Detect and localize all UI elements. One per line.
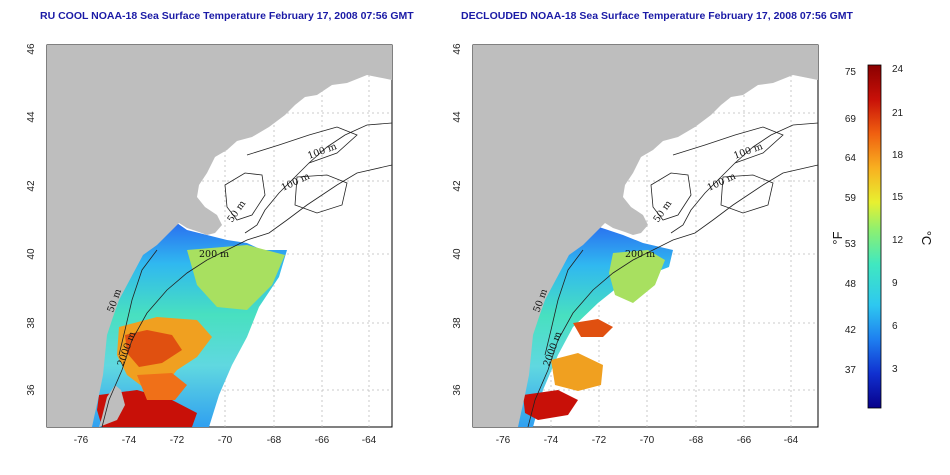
left-x-tick: -68 <box>267 435 282 446</box>
left-land <box>47 45 392 427</box>
right-x-tick: -68 <box>689 435 704 446</box>
right-x-tick: -76 <box>496 435 511 446</box>
right-x-tick: -74 <box>544 435 559 446</box>
left-x-tick: -70 <box>218 435 233 446</box>
colorbar-celsius-label: °C <box>919 231 934 246</box>
right-y-tick: 38 <box>452 317 463 329</box>
right-gulfstream-core <box>523 390 578 420</box>
right-x-tick: -72 <box>592 435 607 446</box>
colorbar-f-tick: 37 <box>845 365 857 376</box>
left-y-tick: 36 <box>26 384 37 396</box>
colorbar-f-tick: 75 <box>845 67 857 78</box>
left-y-tick: 38 <box>26 317 37 329</box>
right-y-tick: 40 <box>452 248 463 260</box>
colorbar-scale <box>867 64 882 409</box>
right-y-tick: 44 <box>452 111 463 123</box>
right-map-panel: 100 m 100 m 50 m 200 m 50 m 2000 m -76 -… <box>452 43 819 446</box>
left-x-tick: -64 <box>362 435 377 446</box>
right-eddy-ring <box>551 353 603 391</box>
right-y-axis-ticks: 36 38 40 42 44 46 <box>452 43 463 396</box>
colorbar-f-tick: 64 <box>845 153 857 164</box>
right-x-axis-ticks: -76 -74 -72 -70 -68 -66 -64 <box>496 435 799 446</box>
right-eddy-hot <box>573 319 613 337</box>
left-x-tick: -74 <box>122 435 137 446</box>
left-contour-label-4: 200 m <box>199 249 229 260</box>
left-y-tick: 44 <box>26 111 37 123</box>
left-map-panel: 100 m 100 m 50 m 200 m 50 m 2000 m -76 -… <box>26 43 393 446</box>
left-gulfstream-hot <box>125 330 182 367</box>
left-map-title: RU COOL NOAA-18 Sea Surface Temperature … <box>40 10 414 22</box>
left-coast-detail <box>99 385 125 427</box>
right-land <box>473 45 818 427</box>
right-y-tick: 42 <box>452 180 463 192</box>
right-x-tick: -66 <box>737 435 752 446</box>
colorbar-celsius-ticks: 24 21 18 15 12 9 6 3 <box>892 64 904 375</box>
colorbar-c-tick: 12 <box>892 235 904 246</box>
colorbar-c-tick: 18 <box>892 150 904 161</box>
right-y-tick: 36 <box>452 384 463 396</box>
colorbar-f-tick: 59 <box>845 193 857 204</box>
right-x-tick: -70 <box>640 435 655 446</box>
left-x-tick: -76 <box>74 435 89 446</box>
left-y-tick: 46 <box>26 43 37 55</box>
left-y-tick: 42 <box>26 180 37 192</box>
left-eddy-warm <box>137 373 187 400</box>
colorbar-f-tick: 53 <box>845 239 857 250</box>
colorbar-c-tick: 21 <box>892 108 904 119</box>
right-warm-zone <box>609 250 665 303</box>
left-y-axis-ticks: 36 38 40 42 44 46 <box>26 43 37 396</box>
left-y-tick: 40 <box>26 248 37 260</box>
right-x-tick: -64 <box>784 435 799 446</box>
colorbar-c-tick: 15 <box>892 192 904 203</box>
right-map-title: DECLOUDED NOAA-18 Sea Surface Temperatur… <box>461 10 853 22</box>
colorbar-f-tick: 48 <box>845 279 857 290</box>
colorbar-c-tick: 24 <box>892 64 904 75</box>
left-x-tick: -72 <box>170 435 185 446</box>
colorbar-f-tick: 42 <box>845 325 857 336</box>
right-y-tick: 46 <box>452 43 463 55</box>
colorbar-f-tick: 69 <box>845 114 857 125</box>
colorbar-c-tick: 9 <box>892 278 898 289</box>
left-warm-zone <box>187 245 285 310</box>
left-x-axis-ticks: -76 -74 -72 -70 -68 -66 -64 <box>74 435 377 446</box>
colorbar: 75 69 64 59 53 48 42 37 24 21 18 15 12 9… <box>830 64 934 409</box>
right-bathymetry-contours <box>527 122 819 428</box>
colorbar-c-tick: 6 <box>892 321 898 332</box>
left-x-tick: -66 <box>315 435 330 446</box>
colorbar-fahrenheit-label: °F <box>830 231 845 244</box>
left-bathymetry-contours <box>101 122 393 428</box>
right-contour-label-4: 200 m <box>625 249 655 260</box>
colorbar-fahrenheit-ticks: 75 69 64 59 53 48 42 37 <box>845 67 857 376</box>
colorbar-c-tick: 3 <box>892 364 898 375</box>
